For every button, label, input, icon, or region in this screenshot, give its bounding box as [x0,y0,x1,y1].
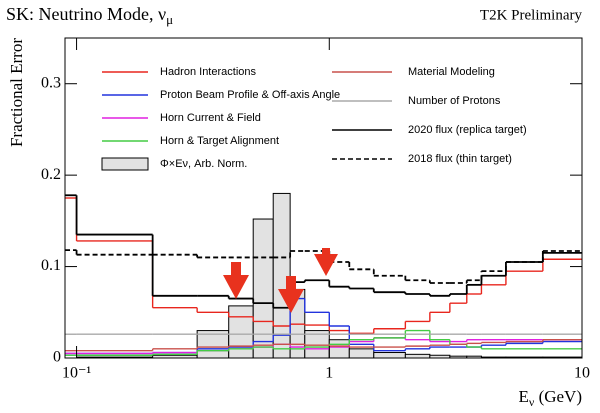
arrow [314,248,338,276]
arrows [223,248,338,313]
x-tick-label: 10⁻¹ [62,365,91,382]
arrow [278,276,304,313]
x-label-main: E [519,387,529,406]
x-tick-label: 10 [574,365,590,382]
flux-bin [373,352,406,359]
flux-bin [252,218,274,359]
flux-bin [196,330,230,359]
y-tick-label: 0.2 [41,166,61,183]
legend-label: Proton Beam Profile & Off-axis Angle [160,89,340,101]
legend-label: Material Modeling [408,66,495,78]
flux-bin [272,192,291,359]
flux-bin [304,330,330,359]
annotation: T2K Preliminary [480,7,583,23]
flux-bin [404,353,431,359]
y-tick-label: 0.3 [41,74,61,91]
y-tick-label: 0 [53,349,61,366]
flux-bin [348,348,375,359]
title-subscript: μ [166,12,173,27]
x-axis-label: Eν (GeV) [519,387,583,409]
legend-label: 2018 flux (thin target) [408,153,512,165]
x-label-subscript: ν [529,395,535,409]
legend-label: Hadron Interactions [160,66,256,78]
legend-label: Φ×Eν, Arb. Norm. [160,158,247,170]
plot-area [65,192,583,359]
title-main: SK: Neutrino Mode, ν [6,4,166,24]
flux-bin [328,339,350,359]
arrow [223,262,249,299]
legend-swatch [101,157,149,171]
chart-title: SK: Neutrino Mode, νμ [6,4,173,27]
x-label-unit: (GeV) [534,387,582,406]
legend-label: 2020 flux (replica target) [408,124,527,136]
y-axis-label: Fractional Error [7,38,26,147]
legend-label: Horn & Target Alignment [160,135,279,147]
flux-bin [228,305,254,359]
legend-label: Number of Protons [408,95,501,107]
frame [64,37,583,359]
x-tick-label: 1 [325,365,333,382]
y-tick-label: 0.1 [41,257,61,274]
legend-label: Horn Current & Field [160,112,261,124]
